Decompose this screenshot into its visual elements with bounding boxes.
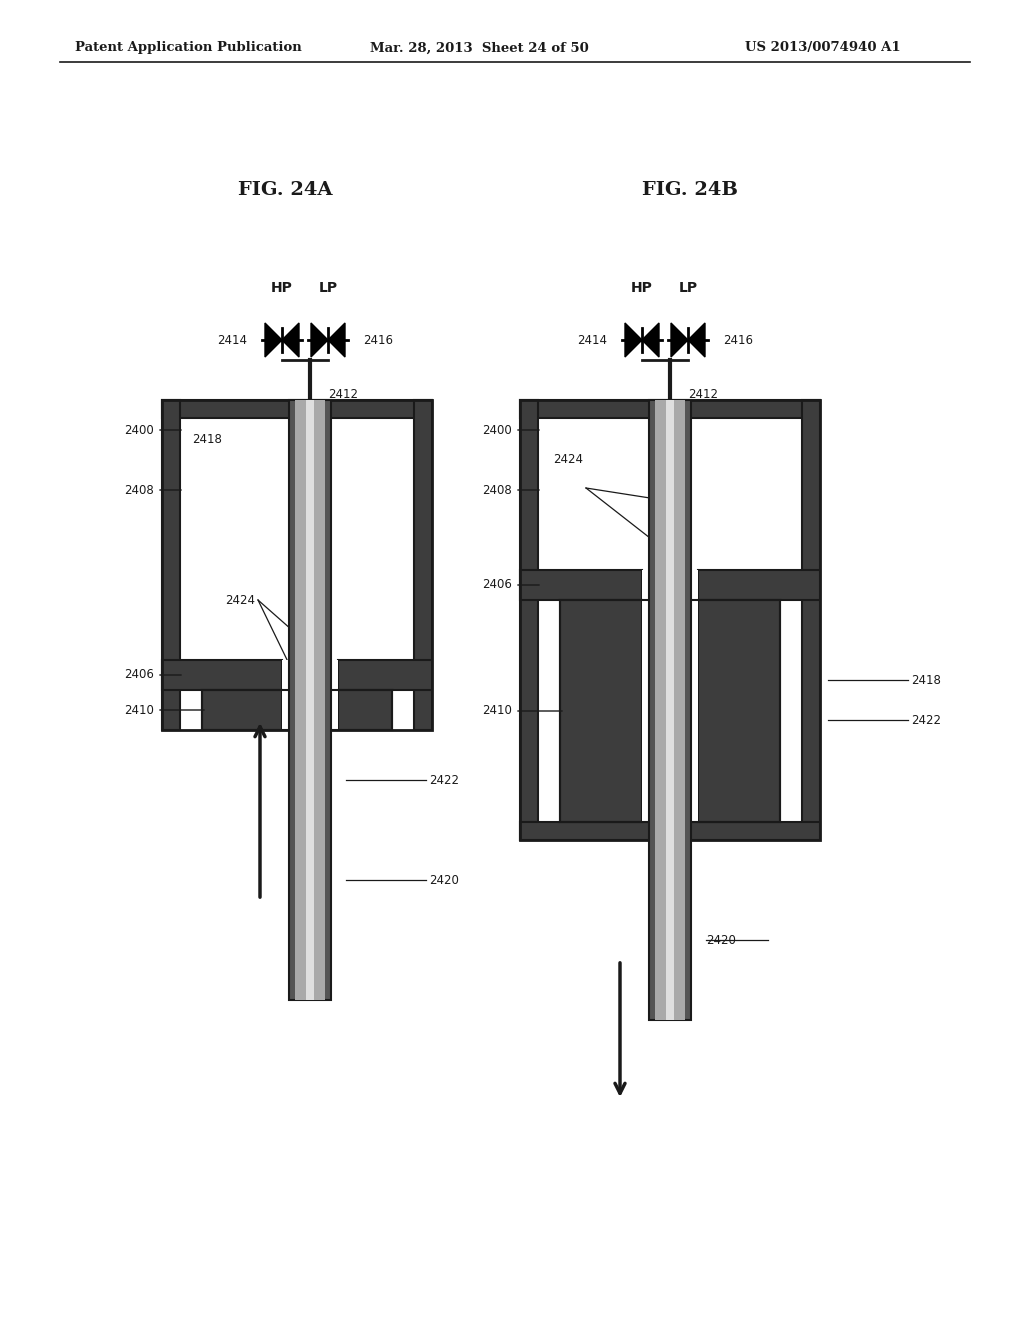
Polygon shape — [311, 323, 328, 356]
Text: 2418: 2418 — [193, 433, 222, 446]
Text: 2424: 2424 — [225, 594, 255, 606]
Bar — [306, 400, 314, 1001]
Bar — [520, 400, 820, 840]
Text: 2414: 2414 — [577, 334, 607, 346]
Bar — [520, 570, 642, 601]
Bar — [338, 690, 392, 730]
Polygon shape — [642, 323, 659, 356]
Text: 2420: 2420 — [706, 933, 736, 946]
Text: 2406: 2406 — [124, 668, 154, 681]
Polygon shape — [328, 323, 345, 356]
Text: 2422: 2422 — [911, 714, 941, 726]
Text: FIG. 24A: FIG. 24A — [238, 181, 332, 199]
Bar — [655, 400, 685, 1020]
Bar — [642, 570, 698, 601]
Text: 2410: 2410 — [124, 704, 154, 717]
Bar — [282, 660, 338, 690]
Text: 2420: 2420 — [429, 874, 459, 887]
Bar — [560, 601, 642, 822]
Text: Patent Application Publication: Patent Application Publication — [75, 41, 302, 54]
Bar — [162, 400, 180, 730]
Polygon shape — [688, 323, 705, 356]
Text: 2400: 2400 — [482, 424, 512, 437]
Polygon shape — [671, 323, 688, 356]
Text: 2416: 2416 — [723, 334, 753, 346]
Bar — [520, 822, 820, 840]
Bar — [414, 400, 432, 730]
Bar — [642, 601, 698, 822]
Text: Mar. 28, 2013  Sheet 24 of 50: Mar. 28, 2013 Sheet 24 of 50 — [370, 41, 589, 54]
Text: 2410: 2410 — [482, 705, 512, 718]
Text: FIG. 24B: FIG. 24B — [642, 181, 738, 199]
Bar — [180, 418, 414, 730]
Bar — [162, 660, 282, 690]
Bar — [649, 400, 691, 1020]
Bar — [338, 660, 432, 690]
Text: US 2013/0074940 A1: US 2013/0074940 A1 — [745, 41, 901, 54]
Bar — [538, 418, 802, 822]
Text: 2418: 2418 — [911, 673, 941, 686]
Text: LP: LP — [679, 281, 697, 294]
Bar — [162, 400, 432, 730]
Bar — [698, 570, 820, 601]
Polygon shape — [282, 323, 299, 356]
Text: 2412: 2412 — [688, 388, 718, 401]
Bar — [520, 400, 538, 840]
Text: HP: HP — [631, 281, 653, 294]
Bar — [560, 601, 780, 822]
Polygon shape — [265, 323, 282, 356]
Bar — [289, 400, 331, 1001]
Bar — [520, 400, 820, 418]
Bar — [202, 690, 392, 730]
Bar — [666, 400, 674, 1020]
Text: 2424: 2424 — [553, 453, 583, 466]
Bar — [202, 690, 282, 730]
Text: 2400: 2400 — [124, 424, 154, 437]
Text: 2422: 2422 — [429, 774, 459, 787]
Text: HP: HP — [271, 281, 293, 294]
Text: 2416: 2416 — [362, 334, 393, 346]
Text: 2414: 2414 — [217, 334, 247, 346]
Bar — [802, 400, 820, 840]
Text: LP: LP — [318, 281, 338, 294]
Polygon shape — [625, 323, 642, 356]
Bar — [698, 601, 780, 822]
Bar — [162, 400, 432, 418]
Text: 2406: 2406 — [482, 578, 512, 591]
Bar — [282, 690, 338, 730]
Text: 2408: 2408 — [124, 483, 154, 496]
Text: 2412: 2412 — [328, 388, 358, 401]
Bar — [295, 400, 325, 1001]
Text: 2408: 2408 — [482, 483, 512, 496]
